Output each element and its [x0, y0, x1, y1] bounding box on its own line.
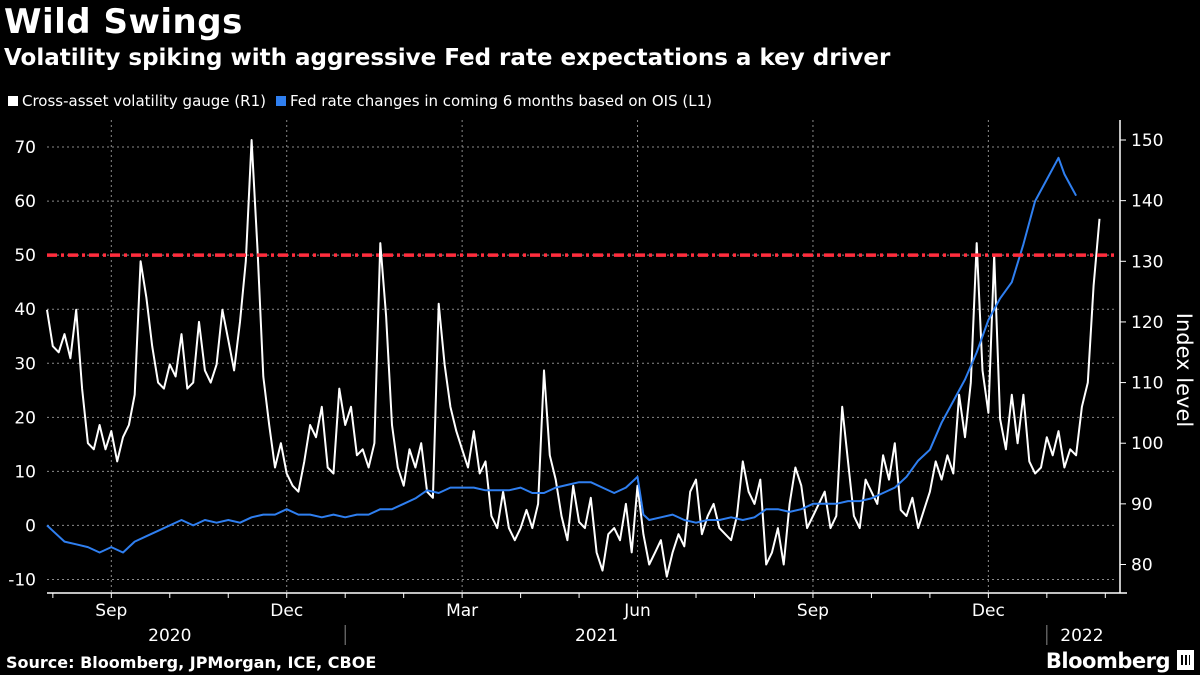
left-axis-tick-label: 0 — [25, 516, 36, 536]
x-axis-month-label: Dec — [270, 601, 303, 621]
source-note: Source: Bloomberg, JPMorgan, ICE, CBOE — [6, 653, 377, 672]
legend-item-fed: Fed rate changes in coming 6 months base… — [275, 92, 712, 110]
legend-swatch-fed — [275, 96, 286, 106]
x-axis-month-label: Sep — [797, 601, 829, 621]
legend-label-vol: Cross-asset volatility gauge (R1) — [22, 92, 266, 110]
left-axis-tick-label: 10 — [14, 462, 36, 482]
x-axis-month-label: Mar — [446, 601, 478, 621]
right-axis-tick-label: 90 — [1131, 495, 1153, 515]
left-axis-tick-label: 40 — [14, 300, 36, 320]
left-axis-tick-label: 70 — [14, 138, 36, 158]
volatility-series-line — [46, 139, 1101, 578]
brand-icon — [1177, 650, 1194, 670]
legend-swatch-vol — [8, 96, 18, 106]
left-axis-tick-label: 20 — [14, 408, 36, 428]
left-axis-tick-label: 30 — [14, 354, 36, 374]
legend-label-fed: Fed rate changes in coming 6 months base… — [289, 92, 712, 110]
x-axis-month-label: Dec — [972, 601, 1005, 621]
right-axis-tick-label: 80 — [1131, 555, 1153, 575]
right-axis-tick-label: 140 — [1131, 192, 1163, 212]
left-axis-tick-label: -10 — [8, 570, 36, 590]
legend: Cross-asset volatility gauge (R1) Fed ra… — [8, 92, 712, 110]
left-axis-tick-label: 60 — [14, 192, 36, 212]
brand-logo: Bloomberg — [1045, 649, 1171, 673]
right-axis-tick-label: 120 — [1131, 313, 1163, 333]
x-axis-year-label: 2021 — [575, 626, 618, 646]
chart-title: Wild Swings — [4, 2, 243, 42]
left-axis-tick-label: 50 — [14, 246, 36, 266]
x-axis-month-label: Jun — [623, 601, 651, 621]
legend-item-vol: Cross-asset volatility gauge (R1) — [8, 92, 266, 110]
right-axis-tick-label: 100 — [1131, 434, 1163, 454]
right-axis-title: Index level — [1172, 313, 1196, 427]
x-axis-month-label: Sep — [95, 601, 127, 621]
chart-subtitle: Volatility spiking with aggressive Fed r… — [4, 45, 891, 71]
fed-rate-series-line — [46, 156, 1077, 554]
x-axis-year-label: 2022 — [1060, 626, 1103, 646]
right-axis-tick-label: 130 — [1131, 252, 1163, 272]
x-axis-year-label: 2020 — [148, 626, 191, 646]
right-axis-tick-label: 110 — [1131, 374, 1163, 394]
right-axis-tick-label: 150 — [1131, 131, 1163, 151]
